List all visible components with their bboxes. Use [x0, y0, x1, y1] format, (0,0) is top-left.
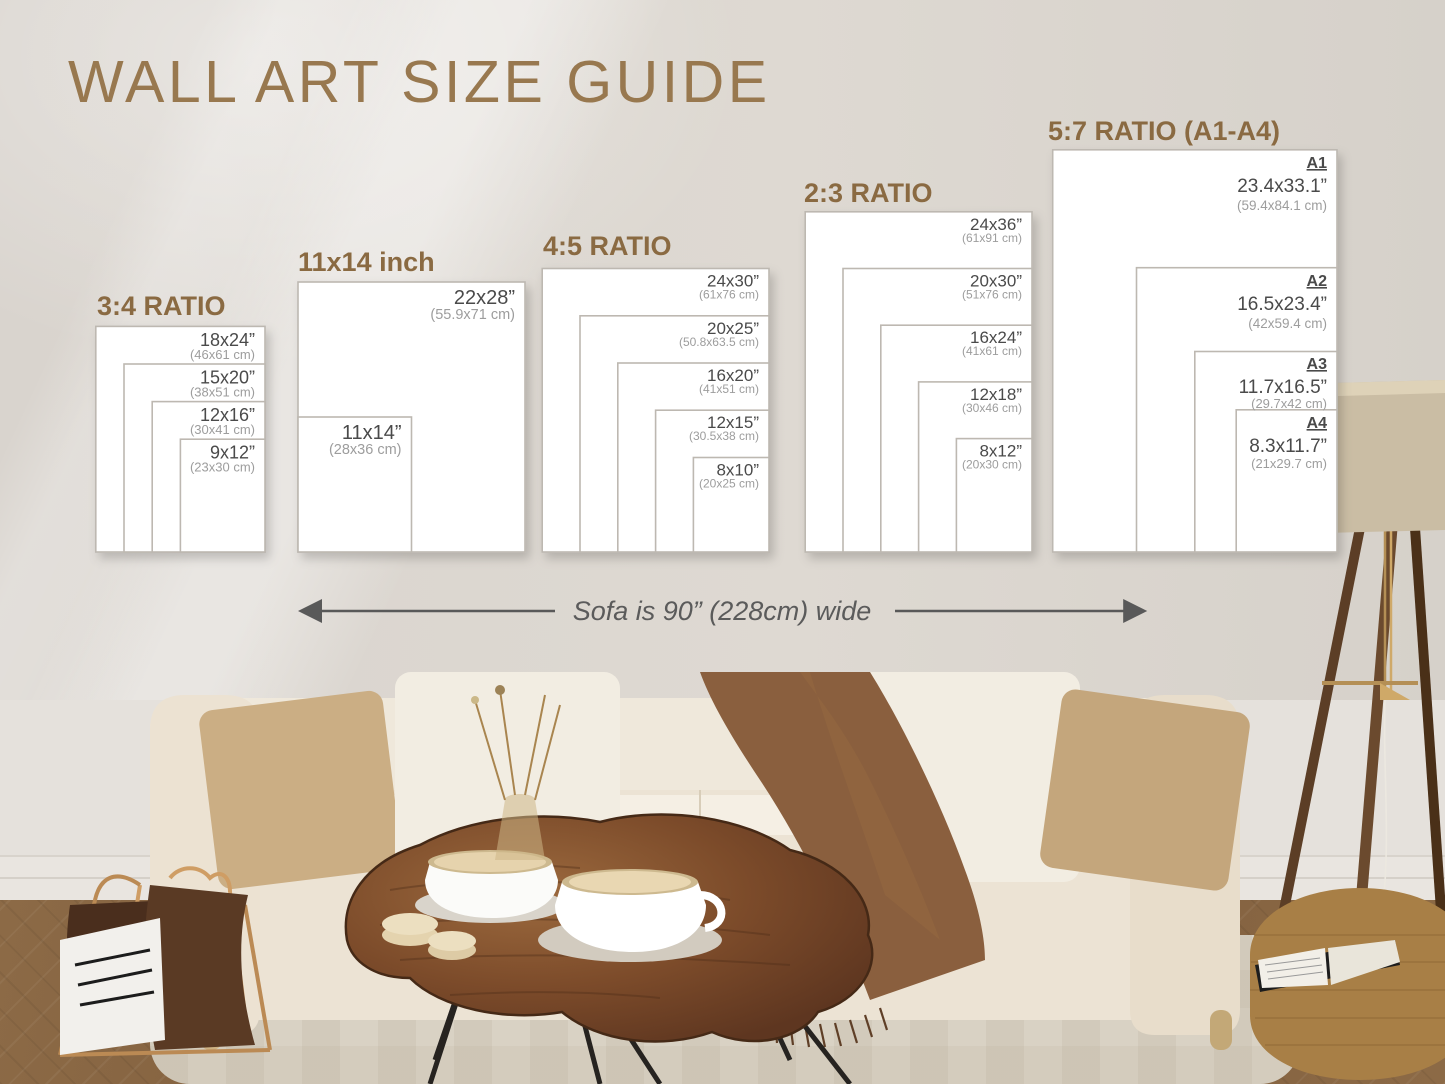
svg-text:(29.7x42 cm): (29.7x42 cm): [1251, 396, 1327, 411]
svg-text:(41x61 cm): (41x61 cm): [962, 344, 1022, 358]
svg-text:(61x76 cm): (61x76 cm): [699, 288, 759, 302]
svg-text:(61x91 cm): (61x91 cm): [962, 231, 1022, 245]
svg-text:11x14”: 11x14”: [342, 422, 402, 444]
svg-text:(20x30 cm): (20x30 cm): [962, 458, 1022, 472]
svg-text:(50.8x63.5 cm): (50.8x63.5 cm): [679, 335, 759, 349]
svg-text:5:7 RATIO (A1-A4): 5:7 RATIO (A1-A4): [1048, 116, 1280, 146]
svg-text:(46x61 cm): (46x61 cm): [190, 347, 255, 362]
svg-text:(28x36 cm): (28x36 cm): [329, 442, 402, 458]
svg-text:(41x51 cm): (41x51 cm): [699, 382, 759, 396]
svg-text:A3: A3: [1307, 356, 1328, 373]
svg-text:A1: A1: [1307, 155, 1328, 172]
svg-text:(55.9x71 cm): (55.9x71 cm): [430, 307, 515, 323]
svg-text:(30.5x38 cm): (30.5x38 cm): [689, 429, 759, 443]
svg-text:4:5 RATIO: 4:5 RATIO: [543, 231, 672, 261]
svg-text:2:3 RATIO: 2:3 RATIO: [804, 178, 933, 208]
svg-text:A4: A4: [1307, 415, 1328, 432]
svg-text:16.5x23.4”: 16.5x23.4”: [1237, 294, 1327, 315]
svg-text:22x28”: 22x28”: [454, 287, 515, 309]
svg-text:(20x25 cm): (20x25 cm): [699, 477, 759, 491]
svg-text:8.3x11.7”: 8.3x11.7”: [1249, 436, 1327, 457]
svg-text:(21x29.7 cm): (21x29.7 cm): [1251, 456, 1327, 471]
svg-text:3:4 RATIO: 3:4 RATIO: [97, 291, 226, 321]
svg-text:23.4x33.1”: 23.4x33.1”: [1237, 176, 1327, 197]
svg-text:(59.4x84.1 cm): (59.4x84.1 cm): [1237, 198, 1327, 213]
svg-text:11x14 inch: 11x14 inch: [298, 247, 435, 277]
svg-text:(42x59.4 cm): (42x59.4 cm): [1248, 316, 1327, 331]
svg-text:(30x41 cm): (30x41 cm): [190, 422, 255, 437]
svg-text:A2: A2: [1307, 273, 1328, 290]
svg-text:11.7x16.5”: 11.7x16.5”: [1239, 377, 1327, 398]
svg-text:(38x51 cm): (38x51 cm): [190, 385, 255, 400]
svg-text:(30x46 cm): (30x46 cm): [962, 401, 1022, 415]
svg-text:(51x76 cm): (51x76 cm): [962, 288, 1022, 302]
svg-text:(23x30 cm): (23x30 cm): [190, 460, 255, 475]
